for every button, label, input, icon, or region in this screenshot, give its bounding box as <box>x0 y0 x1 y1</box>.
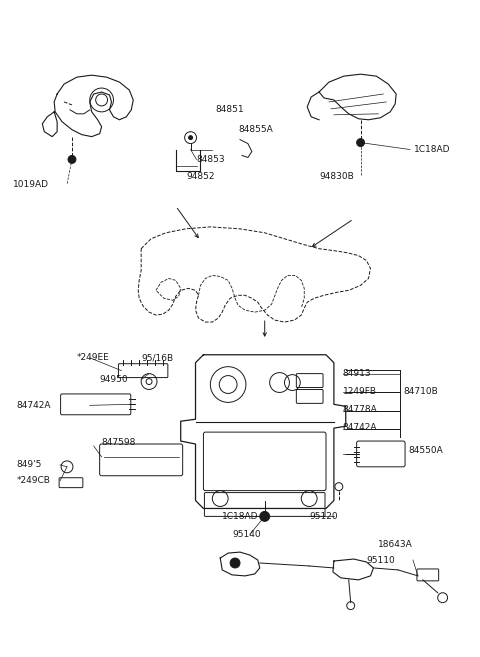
Text: 84710B: 84710B <box>403 387 438 396</box>
Text: 18643A: 18643A <box>378 539 413 549</box>
Text: 847598: 847598 <box>102 438 136 447</box>
Text: 95120: 95120 <box>309 512 338 521</box>
Text: 84742A: 84742A <box>343 422 377 432</box>
Text: 94830B: 94830B <box>319 171 354 181</box>
Text: 1249FB: 1249FB <box>343 387 377 396</box>
Text: *249EE: *249EE <box>77 353 109 362</box>
Text: 84778A: 84778A <box>343 405 378 414</box>
Text: 84855A: 84855A <box>238 125 273 134</box>
Text: 1019AD: 1019AD <box>12 180 48 189</box>
Text: 84742A: 84742A <box>17 401 51 410</box>
Text: *249CB: *249CB <box>17 476 50 486</box>
Text: 84913: 84913 <box>343 369 372 378</box>
Text: 95140: 95140 <box>232 530 261 539</box>
Text: 94852: 94852 <box>187 171 215 181</box>
Text: 84550A: 84550A <box>408 447 443 455</box>
Text: 84853: 84853 <box>196 155 225 164</box>
Circle shape <box>189 135 192 139</box>
Text: 1C18AD: 1C18AD <box>414 145 450 154</box>
Circle shape <box>230 558 240 568</box>
Circle shape <box>260 511 270 522</box>
Text: 95110: 95110 <box>367 556 395 564</box>
Text: 1C18AD: 1C18AD <box>222 512 259 521</box>
Circle shape <box>357 139 364 147</box>
Circle shape <box>68 156 76 164</box>
Text: 849'5: 849'5 <box>17 461 42 469</box>
Text: 95/16B: 95/16B <box>141 353 173 362</box>
Text: 84851: 84851 <box>216 105 244 114</box>
Text: 94950: 94950 <box>100 375 128 384</box>
